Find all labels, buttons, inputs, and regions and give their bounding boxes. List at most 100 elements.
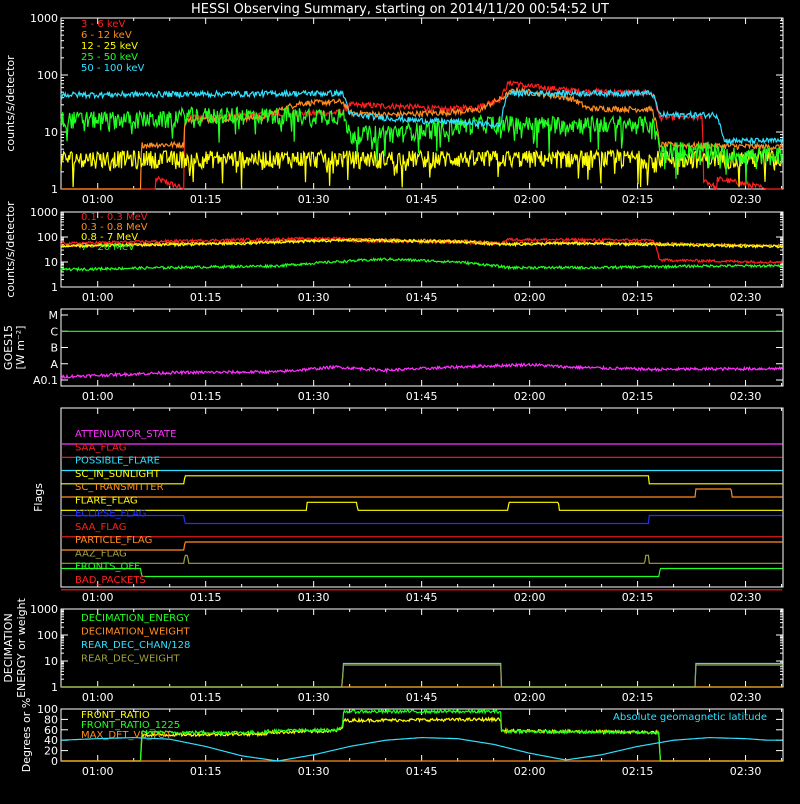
flag-label: AAZ_FLAG — [75, 548, 127, 559]
panel-decimation-ytick-label: 100 — [37, 629, 58, 642]
panel-hi-legend-entry: 0.1 - 0.3 MeV — [81, 212, 148, 223]
panel-hi-legend-entry: 0.3 - 0.8 MeV — [81, 222, 148, 233]
series-lo_energy-0 — [61, 80, 783, 191]
panel-decimation-xtick-label: 01:00 — [82, 691, 114, 704]
panel-lo_energy-xtick-label: 01:00 — [82, 193, 114, 206]
flag-series-8 — [61, 541, 783, 551]
flag-label: PARTICLE_FLAG — [75, 535, 152, 546]
panel-ratios-xtick-label: 02:00 — [514, 765, 546, 778]
panel-goes-xtick-label: 02:15 — [622, 390, 654, 403]
panel-goes: 01:00 01:15 01:30 01:45 02:00 02:15 02:30 A0.1 A… — [2, 308, 784, 403]
flag-label: POSSIBLE_FLARE — [75, 456, 160, 467]
panel-hi_energy-ytick-label: 1 — [51, 281, 58, 294]
panel-lo_energy-xtick-label: 01:45 — [406, 193, 438, 206]
panel-hi_energy-xtick-label: 01:15 — [190, 291, 222, 304]
panel-hi_energy-xtick-label: 01:00 — [82, 291, 114, 304]
flag-series-3 — [61, 475, 783, 485]
panel-dec-legend-entry: DECIMATION_ENERGY — [81, 613, 190, 624]
flag-label: ECLIPSE_FLAG — [75, 509, 146, 520]
flag-series-9 — [61, 554, 783, 564]
panel-hi_energy-ytick-label: 100 — [37, 231, 58, 244]
panel-goes-ytick-label: M — [49, 309, 59, 322]
panel-ratios-annotation: Absolute geomagnetic latitude — [613, 712, 767, 723]
panel-goes-ylabel: GOES15 — [2, 325, 15, 370]
flag-label: FLARE_FLAG — [75, 495, 138, 506]
panel-hi_energy: 01:00 01:15 01:30 01:45 02:00 02:15 02:30 1 10 10… — [4, 201, 784, 304]
panel-hi-legend-entry: 0.8 - 7 MeV — [81, 232, 138, 243]
chart-title: HESSI Observing Summary, starting on 201… — [191, 2, 609, 17]
panel-hi-legend-entry: 7 - 20 MeV — [81, 242, 135, 253]
panel-hi_energy-xtick-label: 02:30 — [730, 291, 762, 304]
panel-decimation-xtick-label: 01:30 — [298, 691, 330, 704]
series-lo_energy-1 — [61, 86, 783, 190]
panel-goes-yunit: [W m⁻²] — [14, 326, 27, 370]
panel-ratios-ytick-label: 60 — [44, 724, 58, 737]
panel-goes-ytick-label: A — [50, 358, 58, 371]
panel-decimation-xtick-label: 01:45 — [406, 691, 438, 704]
panel-lo_energy-xtick-label: 02:00 — [514, 193, 546, 206]
panel-ratios-xtick-label: 01:45 — [406, 765, 438, 778]
panel-decimation-ylabel: DECIMATION — [2, 613, 15, 682]
panel-ratios-ytick-label: 100 — [37, 703, 58, 716]
panel-ratios-legend-entry: FRONT_RATIO_1225 — [81, 720, 180, 731]
panel-lo_energy-xtick-label: 02:15 — [622, 193, 654, 206]
panel-ratios-ylabel: Degrees or % — [20, 698, 33, 772]
panel-ratios-ytick-label: 0 — [51, 755, 58, 768]
panel-goes-ytick-label: A0.1 — [33, 374, 58, 387]
series-decimation-3 — [61, 664, 783, 688]
flag-label: ATTENUATOR_STATE — [75, 429, 176, 440]
panel-lo_energy-ytick-label: 100 — [37, 69, 58, 82]
panel-lo-legend-entry: 3 - 6 keV — [81, 19, 125, 30]
panel-hi_energy-xtick-label: 01:45 — [406, 291, 438, 304]
panel-flags-xtick-label: 01:15 — [190, 591, 222, 604]
panel-decimation-xtick-label: 01:15 — [190, 691, 222, 704]
panel-goes-xtick-label: 01:45 — [406, 390, 438, 403]
panel-goes-ytick-label: C — [50, 325, 58, 338]
panel-goes-xtick-label: 01:15 — [190, 390, 222, 403]
panel-decimation-ytick-label: 1 — [51, 681, 58, 694]
panel-flags-xtick-label: 02:15 — [622, 591, 654, 604]
panel-flags-xtick-label: 01:00 — [82, 591, 114, 604]
panel-ratios-xtick-label: 02:15 — [622, 765, 654, 778]
flag-series-10 — [61, 567, 783, 578]
panel-decimation: 01:00 01:15 01:30 01:45 02:00 02:15 02:30 1 10 10… — [2, 597, 784, 704]
panel-goes-frame — [60, 308, 784, 387]
panel-flags-xtick-label: 02:30 — [730, 591, 762, 604]
panel-hi_energy-ytick-label: 10 — [44, 256, 58, 269]
panel-ratios-xtick-label: 01:00 — [82, 765, 114, 778]
flag-series-4 — [61, 488, 783, 498]
panel-decimation-xtick-label: 02:00 — [514, 691, 546, 704]
panel-ratios: 01:00 01:15 01:30 01:45 02:00 02:15 02:30 02040… — [20, 698, 784, 778]
panel-flags-xtick-label: 01:30 — [298, 591, 330, 604]
panel-ratios-xtick-label: 02:30 — [730, 765, 762, 778]
panel-lo_energy: 01:00 01:15 01:30 01:45 02:00 02:15 02:30 1 10 10… — [4, 12, 784, 206]
series-hi_energy-3 — [60, 256, 783, 273]
panel-hi_energy-xtick-label: 02:15 — [622, 291, 654, 304]
panel-flags: 01:00 01:15 01:30 01:45 02:00 02:15 02:30 ATTEN… — [32, 407, 784, 604]
flag-label: SC_IN_SUNLIGHT — [75, 469, 161, 480]
panel-decimation-ytick-label: 10 — [44, 655, 58, 668]
flag-label: SAA_FLAG — [75, 442, 126, 453]
panel-decimation-ylabel2: ENERGY or weight — [15, 597, 28, 697]
panel-flags-xtick-label: 01:45 — [406, 591, 438, 604]
panel-lo_energy-ytick-label: 1000 — [30, 12, 58, 25]
panel-goes-xtick-label: 01:00 — [82, 390, 114, 403]
panel-ratios-xtick-label: 01:15 — [190, 765, 222, 778]
panel-lo_energy-ytick-label: 1 — [51, 183, 58, 196]
panel-lo_energy-xtick-label: 01:15 — [190, 193, 222, 206]
panel-lo_energy-xtick-label: 02:30 — [730, 193, 762, 206]
panel-ratios-ytick-label: 20 — [44, 745, 58, 758]
panel-ratios-legend-entry: MAX_DET_VS_TOT — [81, 730, 173, 741]
series-lo_energy-2 — [60, 148, 783, 188]
series-hi_energy-2 — [60, 237, 783, 249]
series-ratios-3 — [61, 736, 783, 762]
panel-dec-legend-entry: DECIMATION_WEIGHT — [81, 627, 190, 638]
flag-label: FRONTS_OFF — [75, 562, 140, 573]
panel-hi_energy-ytick-label: 1000 — [30, 206, 58, 219]
panel-dec-legend-entry: REAR_DEC_CHAN/128 — [81, 640, 190, 651]
panel-lo-legend-entry: 50 - 100 keV — [81, 63, 145, 74]
panel-decimation-xtick-label: 02:30 — [730, 691, 762, 704]
flag-label: SC_TRANSMITTER — [75, 482, 164, 493]
